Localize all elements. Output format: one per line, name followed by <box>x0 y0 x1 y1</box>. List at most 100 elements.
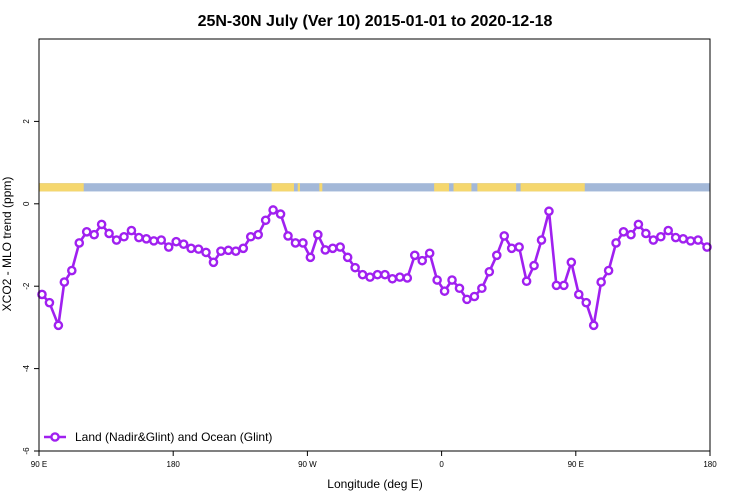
land-segment <box>39 183 84 192</box>
data-point <box>163 242 174 252</box>
data-point <box>663 225 674 236</box>
data-point <box>603 265 614 276</box>
data-point <box>134 232 144 243</box>
x-tick-label: 90 E <box>31 460 47 469</box>
y-tick-label: -6 <box>22 447 31 455</box>
data-point <box>439 286 450 296</box>
data-point <box>506 243 517 254</box>
data-point <box>581 297 592 308</box>
land-segment <box>271 183 294 192</box>
data-point <box>469 291 480 302</box>
data-point <box>588 320 599 331</box>
data-point <box>372 269 383 280</box>
data-point <box>685 236 696 246</box>
land-segment <box>434 183 450 192</box>
legend: Land (Nadir&Glint) and Ocean (Glint) <box>44 430 272 444</box>
data-point <box>327 243 338 254</box>
x-tick-label: 0 <box>439 460 444 469</box>
y-axis-label: XCO2 - MLO trend (ppm) <box>0 177 14 312</box>
data-point <box>648 235 659 245</box>
data-point <box>74 238 85 248</box>
land-segment <box>453 183 472 192</box>
data-point <box>260 215 271 226</box>
x-tick-label: 90 W <box>298 460 317 469</box>
x-tick-label: 180 <box>167 460 181 469</box>
data-point <box>484 266 495 277</box>
data-point <box>380 269 390 280</box>
data-point <box>596 277 606 287</box>
data-point <box>477 283 487 294</box>
data-point <box>208 257 219 268</box>
data-point <box>59 277 70 287</box>
data-point <box>521 276 532 287</box>
data-point <box>573 289 584 300</box>
data-point <box>171 236 181 247</box>
data-point <box>111 235 122 245</box>
data-point <box>53 320 64 331</box>
data-point <box>141 234 152 244</box>
data-point <box>335 242 346 252</box>
data-point <box>626 229 636 240</box>
data-point <box>193 244 204 254</box>
data-point <box>186 243 196 254</box>
x-tick-label: 180 <box>703 460 717 469</box>
data-point <box>655 231 666 242</box>
data-point <box>119 231 129 242</box>
data-point <box>559 280 569 291</box>
y-tick-label: 0 <box>22 201 31 206</box>
data-point <box>611 238 621 248</box>
land-ocean-band <box>39 183 710 192</box>
ocean-band <box>39 183 710 192</box>
land-segment <box>477 183 517 192</box>
data-point <box>156 235 167 245</box>
data-point <box>633 219 644 230</box>
data-point <box>402 273 413 283</box>
data-point <box>409 250 420 261</box>
plot-area <box>39 39 710 451</box>
x-tick-label: 90 E <box>568 460 584 469</box>
data-point <box>447 275 457 285</box>
data-point <box>245 231 256 242</box>
data-point <box>350 262 360 273</box>
axes: 90 E 180 90 W 0 90 E 180 -6 -4 -2 0 2 <box>22 38 717 469</box>
data-point <box>342 252 353 263</box>
data-point <box>618 227 629 237</box>
data-point <box>566 257 577 268</box>
data-point <box>275 209 286 219</box>
data-point <box>544 206 554 217</box>
data-point <box>231 246 241 256</box>
data-point <box>283 231 293 241</box>
data-point <box>313 229 323 240</box>
data-point <box>514 242 524 252</box>
data-point <box>298 238 308 248</box>
data-point <box>670 232 681 243</box>
plot-frame <box>38 38 711 452</box>
data-point <box>365 272 375 282</box>
data-point <box>454 283 465 294</box>
data-point <box>305 252 316 263</box>
land-segment <box>520 183 585 192</box>
data-point <box>462 294 472 305</box>
land-segment <box>297 183 300 192</box>
data-point <box>417 255 428 266</box>
data-point <box>641 228 651 239</box>
data-point <box>424 248 435 259</box>
legend-label: Land (Nadir&Glint) and Ocean (Glint) <box>75 430 272 444</box>
data-point <box>126 225 137 236</box>
data-point <box>178 239 189 249</box>
data-point <box>37 289 47 300</box>
data-point <box>551 280 562 291</box>
data-point <box>238 243 249 254</box>
data-point <box>702 242 712 252</box>
data-point <box>693 235 703 245</box>
data-point <box>395 272 405 282</box>
data-point <box>320 245 331 255</box>
data-point <box>268 205 278 215</box>
data-point <box>89 229 99 240</box>
data-point <box>678 234 688 244</box>
data-point <box>201 247 211 258</box>
y-tick-label: 2 <box>22 119 31 124</box>
data-point <box>96 219 107 230</box>
data-point <box>536 235 547 245</box>
